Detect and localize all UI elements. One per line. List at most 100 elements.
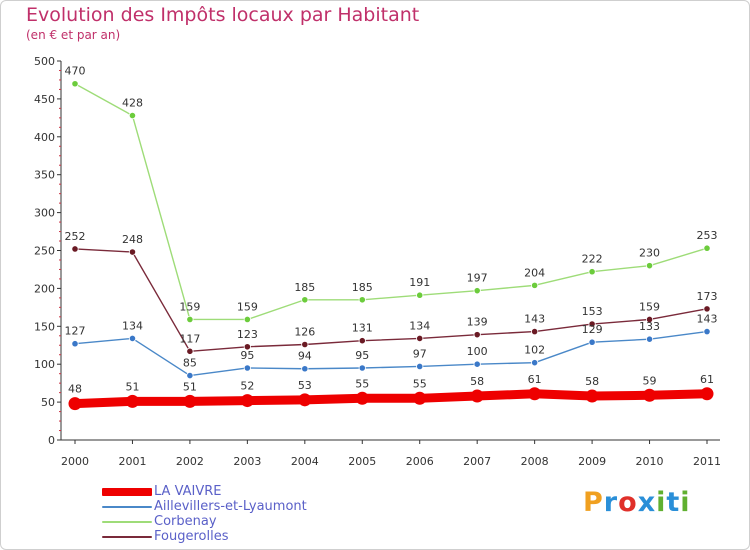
data-label: 222: [582, 253, 603, 266]
logo-letter: x: [637, 487, 657, 518]
logo-letter: o: [618, 487, 638, 518]
data-label: 58: [585, 375, 599, 388]
data-point: [703, 305, 711, 313]
y-tick-label: 250: [34, 245, 55, 258]
data-point: [643, 388, 657, 402]
data-label: 51: [183, 380, 197, 393]
legend-swatch-aillevillers: [102, 506, 152, 508]
data-point: [186, 347, 194, 355]
data-point: [531, 359, 539, 367]
data-point: [243, 364, 251, 372]
data-point: [531, 328, 539, 336]
data-point: [700, 387, 714, 401]
chart-subtitle: (en € et par an): [26, 28, 121, 42]
data-label: 94: [298, 350, 312, 363]
data-label: 197: [467, 272, 488, 285]
data-point: [358, 364, 366, 372]
data-point: [588, 320, 596, 328]
data-point: [71, 245, 79, 253]
data-label: 253: [697, 229, 718, 242]
x-tick-label: 2001: [118, 455, 146, 468]
legend-swatch-fougerolles: [102, 536, 152, 538]
data-label: 191: [409, 276, 430, 289]
y-tick-label: 300: [34, 207, 55, 220]
logo-letter: i: [680, 487, 691, 518]
data-label: 134: [409, 319, 430, 332]
legend-label-la-vaivre: LA VAIVRE: [154, 484, 222, 499]
legend-label-corbenay: Corbenay: [154, 514, 217, 529]
data-point: [473, 360, 481, 368]
x-tick-label: 2003: [233, 455, 261, 468]
data-label: 143: [697, 313, 718, 326]
data-label: 58: [470, 375, 484, 388]
data-label: 95: [355, 349, 369, 362]
data-label: 129: [582, 323, 603, 336]
data-point: [703, 328, 711, 336]
series-line-aillevillers-et-lyaumont: [74, 330, 708, 377]
data-point: [528, 387, 542, 401]
chart-title: Evolution des Impôts locaux par Habitant: [26, 4, 420, 26]
x-tick-label: 2002: [176, 455, 204, 468]
data-label: 117: [179, 332, 200, 345]
data-point: [473, 287, 481, 295]
data-point: [68, 397, 82, 411]
data-label: 51: [125, 380, 139, 393]
data-label: 143: [524, 313, 545, 326]
data-point: [470, 389, 484, 403]
data-point: [183, 394, 197, 408]
logo-letter: r: [603, 487, 619, 518]
data-point: [301, 365, 309, 373]
data-point: [416, 291, 424, 299]
legend-label-fougerolles: Fougerolles: [154, 529, 229, 544]
series-line-fougerolles: [74, 248, 708, 353]
data-point: [585, 389, 599, 403]
data-point: [186, 315, 194, 324]
data-point: [298, 393, 312, 407]
data-point: [355, 391, 369, 405]
y-tick-label: 150: [34, 320, 55, 333]
x-tick-label: 2011: [693, 455, 721, 468]
y-tick-label: 450: [34, 93, 55, 106]
x-tick-label: 2007: [463, 455, 491, 468]
data-point: [588, 268, 596, 276]
data-label: 52: [240, 380, 254, 393]
data-point: [301, 296, 309, 304]
data-label: 133: [639, 320, 660, 333]
data-point: [243, 315, 251, 324]
logo-letter: t: [666, 487, 681, 518]
y-tick-label: 400: [34, 131, 55, 144]
data-label: 85: [183, 357, 197, 370]
data-label: 173: [697, 290, 718, 303]
data-point: [240, 394, 254, 408]
y-tick-label: 350: [34, 169, 55, 182]
data-label: 470: [65, 65, 86, 78]
data-label: 61: [700, 373, 714, 386]
data-point: [473, 331, 481, 339]
series-line-la-vaivre: [70, 389, 712, 409]
y-tick-label: 50: [41, 396, 55, 409]
data-label: 139: [467, 316, 488, 329]
data-point: [588, 338, 596, 346]
data-point: [128, 111, 137, 120]
data-point: [645, 315, 654, 324]
data-label: 127: [65, 325, 86, 338]
data-point: [645, 262, 654, 270]
data-label: 123: [237, 328, 258, 341]
data-label: 134: [122, 319, 143, 332]
data-point: [358, 337, 366, 345]
data-label: 159: [639, 300, 660, 313]
data-point: [128, 248, 137, 256]
y-tick-label: 500: [34, 55, 55, 68]
data-label: 55: [413, 377, 427, 390]
data-label: 126: [294, 325, 315, 338]
data-label: 59: [643, 374, 657, 387]
x-tick-label: 2005: [348, 455, 376, 468]
line-chart: 0 50 100 150 200 250 300 350 400 450 500 2000 2001 20…: [34, 55, 721, 468]
legend-label-aillevillers: Aillevillers-et-Lyaumont: [154, 499, 307, 514]
data-label: 131: [352, 322, 373, 335]
proxiti-logo[interactable]: Proxiti: [583, 487, 691, 518]
data-point: [531, 281, 539, 289]
y-tick-label: 0: [48, 434, 55, 447]
series-line-corbenay: [74, 83, 708, 321]
logo-letter: i: [656, 487, 667, 518]
